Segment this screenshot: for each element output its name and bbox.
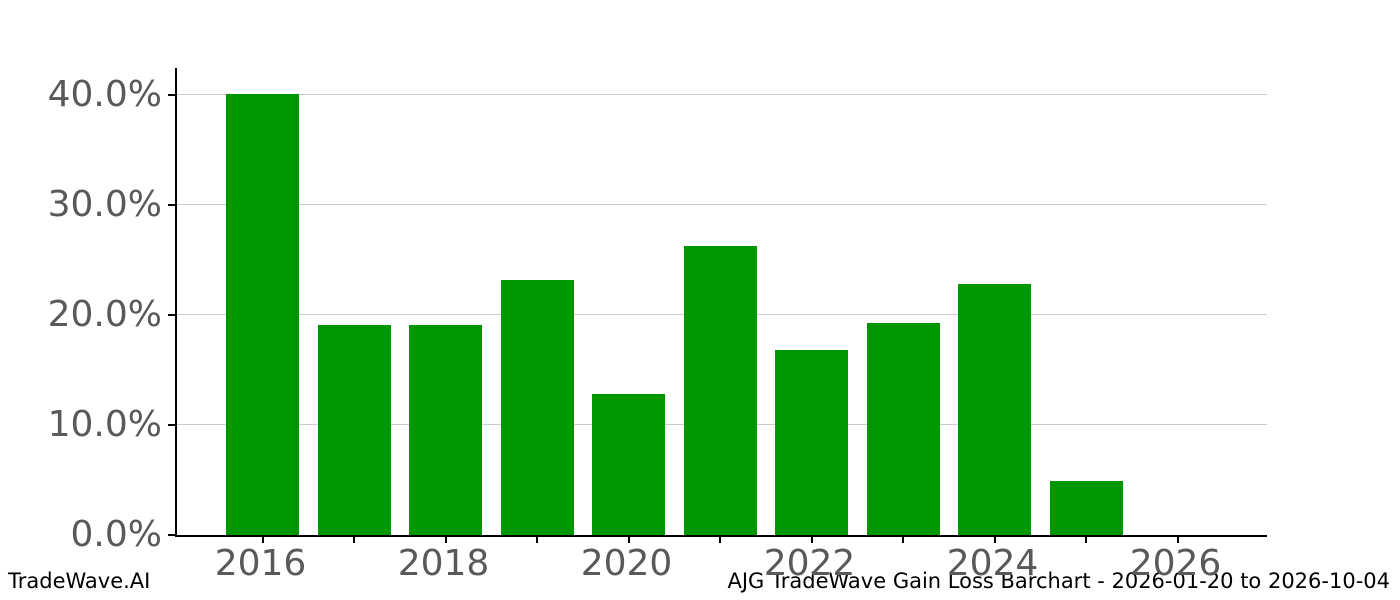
bar-2019: [500, 280, 574, 535]
y-axis-label: 30.0%: [47, 184, 162, 225]
x-axis-tick: [810, 535, 813, 543]
x-axis-label: 2020: [580, 543, 673, 584]
x-axis-tick: [261, 535, 264, 543]
x-axis-label: 2016: [214, 543, 307, 584]
x-axis-label: 2024: [946, 543, 1039, 584]
y-axis-label: 0.0%: [70, 514, 162, 555]
x-axis-tick: [993, 535, 996, 543]
x-axis-label: 2018: [397, 543, 490, 584]
bar-2025: [1049, 481, 1123, 535]
y-axis-tick: [168, 314, 176, 316]
x-axis-tick: [444, 535, 447, 543]
x-axis-tick: [1176, 535, 1179, 543]
y-axis-tick: [168, 424, 176, 426]
y-gridline: [177, 94, 1267, 95]
bar-2017: [317, 325, 391, 535]
y-axis-tick: [168, 534, 176, 536]
bar-2018: [409, 325, 482, 535]
bar-2022: [775, 350, 848, 535]
x-axis-tick: [353, 535, 355, 543]
y-axis-tick: [168, 94, 176, 96]
y-gridline: [177, 204, 1267, 205]
bar-2020: [592, 394, 665, 535]
x-axis-tick: [536, 535, 538, 543]
bar-2021: [683, 246, 757, 535]
x-axis-tick: [902, 535, 904, 543]
x-axis-tick: [627, 535, 630, 543]
x-axis-label: 2022: [763, 543, 856, 584]
x-axis-tick: [1085, 535, 1087, 543]
plot-area: [168, 68, 1267, 543]
bar-2023: [866, 323, 940, 535]
x-axis-label: 2026: [1129, 543, 1222, 584]
watermark-brand-text: TradeWave.AI: [8, 569, 151, 593]
y-axis-label: 20.0%: [47, 294, 162, 335]
chart-caption-text: AJG TradeWave Gain Loss Barchart - 2026-…: [727, 569, 1391, 593]
y-axis-label: 10.0%: [47, 404, 162, 445]
x-axis-tick: [719, 535, 721, 543]
y-axis-tick: [168, 204, 176, 206]
y-axis-label: 40.0%: [47, 74, 162, 115]
bar-2016: [226, 94, 299, 535]
bar-2024: [958, 284, 1031, 535]
